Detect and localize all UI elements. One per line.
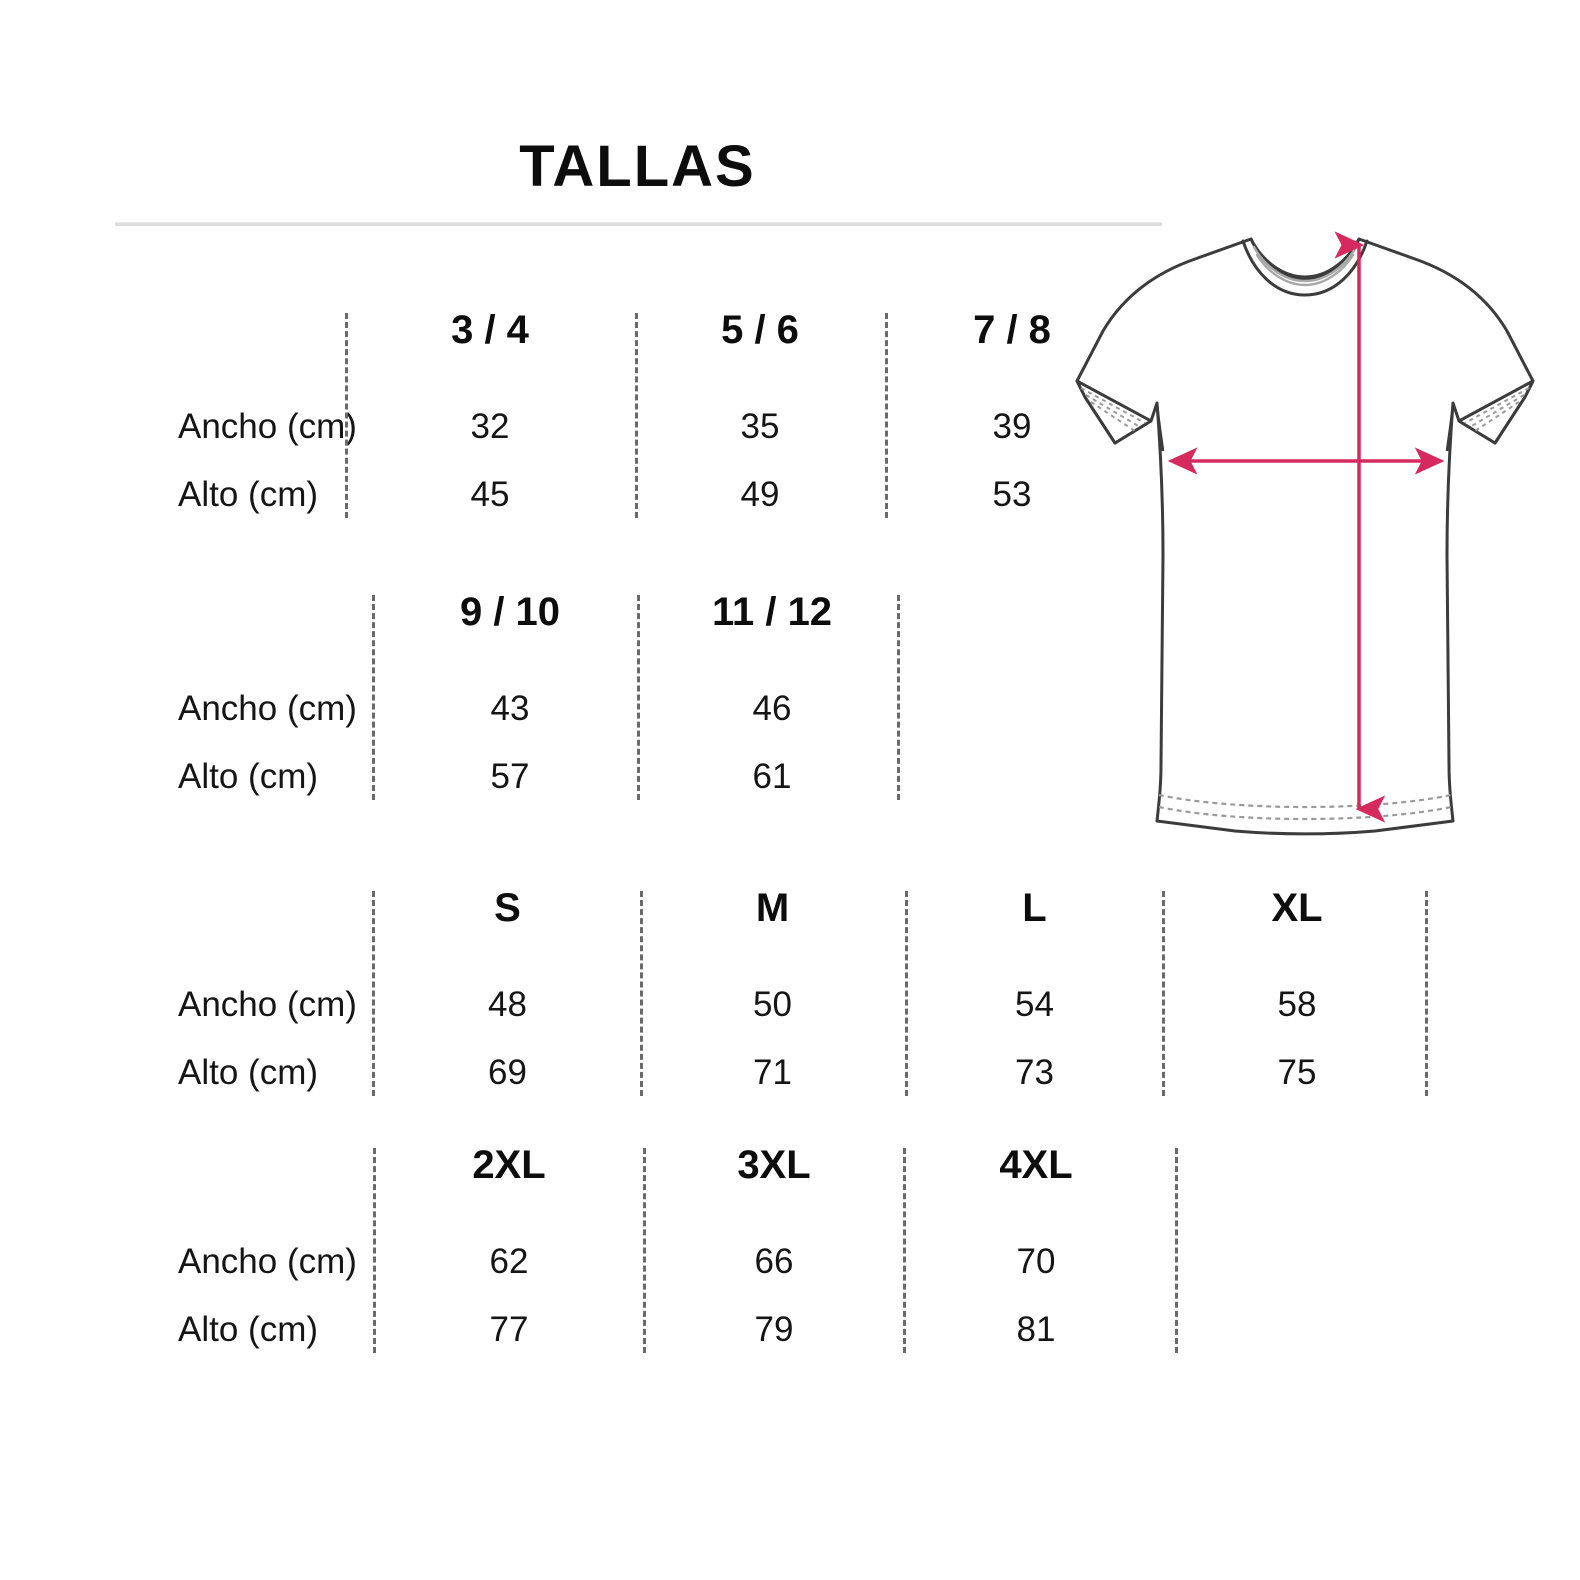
ancho-value: 39 — [992, 407, 1032, 446]
size-header: 2XL — [472, 1143, 546, 1187]
column-separator — [637, 595, 640, 800]
size-header: 7 / 8 — [973, 308, 1051, 352]
ancho-value: 35 — [740, 407, 780, 446]
size-block-kids-large: Ancho (cm) Alto (cm) 9 / 10 43 57 11 / 1… — [140, 592, 1140, 807]
size-header: XL — [1271, 886, 1323, 930]
alto-value: 57 — [490, 757, 530, 796]
right-sleeve-cuff — [1457, 379, 1535, 445]
alto-value: 73 — [1015, 1053, 1054, 1092]
ancho-value: 54 — [1015, 985, 1054, 1024]
alto-value: 79 — [754, 1310, 794, 1349]
ancho-value: 32 — [470, 407, 510, 446]
column-separator — [635, 313, 638, 518]
column-separator — [903, 1148, 906, 1353]
alto-value: 77 — [489, 1310, 529, 1349]
row-label-ancho: Ancho (cm) — [178, 985, 357, 1024]
alto-value: 69 — [488, 1053, 527, 1092]
ancho-value: 66 — [754, 1242, 794, 1281]
column-separator — [372, 891, 375, 1096]
size-header: L — [1022, 886, 1047, 930]
column-separator — [373, 1148, 376, 1353]
ancho-value: 48 — [488, 985, 527, 1024]
row-label-alto: Alto (cm) — [178, 475, 318, 514]
alto-value: 71 — [753, 1053, 792, 1092]
page-title: TALLAS — [519, 134, 756, 199]
size-header: S — [494, 886, 521, 930]
tshirt-illustration — [1055, 225, 1555, 875]
column-separator — [345, 313, 348, 518]
column-separator — [897, 595, 900, 800]
ancho-value: 62 — [489, 1242, 529, 1281]
alto-value: 61 — [752, 757, 792, 796]
row-label-alto: Alto (cm) — [178, 1053, 318, 1092]
column-separator — [1175, 1148, 1178, 1353]
armhole-seams — [1155, 402, 1455, 452]
column-separator — [640, 891, 643, 1096]
column-separator — [643, 1148, 646, 1353]
size-header: 3XL — [737, 1143, 811, 1187]
size-header: 4XL — [999, 1143, 1073, 1187]
column-separator — [1162, 891, 1165, 1096]
column-separator — [1425, 891, 1428, 1096]
column-separator — [372, 595, 375, 800]
tshirt-outline — [1075, 237, 1535, 836]
ancho-value: 58 — [1277, 985, 1317, 1024]
row-label-alto: Alto (cm) — [178, 1310, 318, 1349]
row-label-alto: Alto (cm) — [178, 757, 318, 796]
row-label-ancho: Ancho (cm) — [178, 1242, 357, 1281]
size-block-adult-standard: Ancho (cm) Alto (cm) S 48 69 M 50 71 L 5… — [140, 888, 1460, 1103]
size-header: M — [755, 886, 790, 930]
ancho-value: 46 — [752, 689, 792, 728]
size-header: 5 / 6 — [721, 308, 799, 352]
alto-value: 53 — [992, 475, 1032, 514]
size-header: 9 / 10 — [459, 590, 561, 634]
alto-value: 75 — [1277, 1053, 1317, 1092]
size-block-kids-small: Ancho (cm) Alto (cm) 3 / 4 32 45 5 / 6 3… — [140, 310, 1140, 525]
left-sleeve-cuff — [1075, 379, 1153, 445]
bottom-hem-stitch — [1158, 793, 1452, 821]
row-label-ancho: Ancho (cm) — [178, 689, 357, 728]
alto-value: 81 — [1016, 1310, 1056, 1349]
alto-value: 45 — [470, 475, 510, 514]
measurement-arrows — [1167, 231, 1445, 823]
column-separator — [905, 891, 908, 1096]
ancho-value: 70 — [1016, 1242, 1056, 1281]
size-block-adult-plus: Ancho (cm) Alto (cm) 2XL 62 77 3XL 66 79… — [140, 1145, 1240, 1360]
ancho-value: 43 — [490, 689, 530, 728]
title-divider — [115, 222, 1162, 226]
column-separator — [885, 313, 888, 518]
row-label-ancho: Ancho (cm) — [178, 407, 357, 446]
ancho-value: 50 — [753, 985, 792, 1024]
size-header: 11 / 12 — [711, 590, 833, 634]
alto-value: 49 — [740, 475, 780, 514]
size-header: 3 / 4 — [451, 308, 529, 352]
